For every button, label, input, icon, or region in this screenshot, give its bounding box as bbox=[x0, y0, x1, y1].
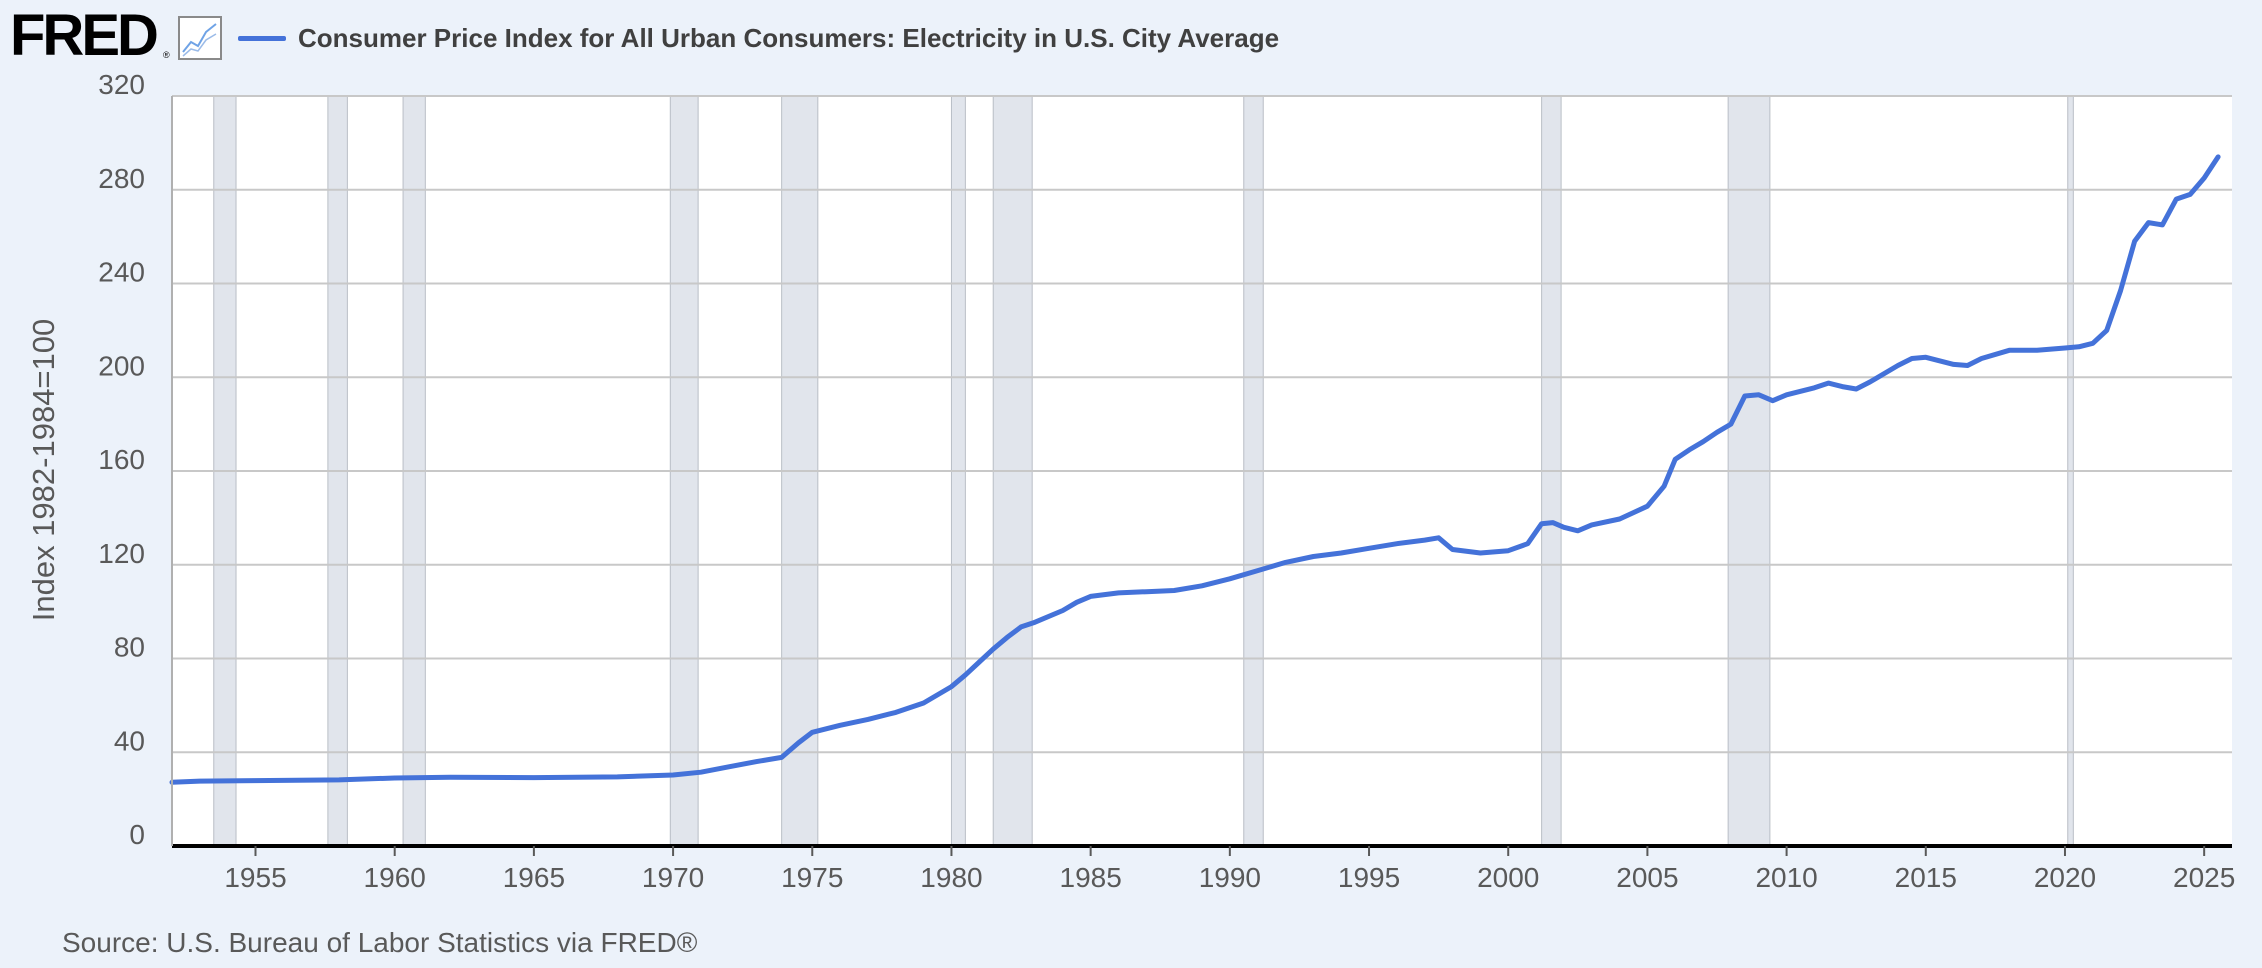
y-tick-label: 120 bbox=[98, 538, 145, 569]
x-tick-label: 1955 bbox=[224, 862, 286, 893]
fred-logo-registered-mark: ® bbox=[163, 50, 170, 60]
legend-series-swatch bbox=[238, 36, 286, 41]
x-tick-label: 1995 bbox=[1338, 862, 1400, 893]
series-lines bbox=[169, 154, 2221, 785]
y-tick-label: 0 bbox=[129, 819, 145, 850]
x-tick-label: 2015 bbox=[1895, 862, 1957, 893]
x-tick-label: 1975 bbox=[781, 862, 843, 893]
x-tick-label: 1990 bbox=[1199, 862, 1261, 893]
x-tick-label: 1970 bbox=[642, 862, 704, 893]
x-tick-label: 2005 bbox=[1616, 862, 1678, 893]
grid-lines bbox=[172, 95, 2232, 754]
x-tick-label: 2020 bbox=[2034, 862, 2096, 893]
x-tick-label: 2000 bbox=[1477, 862, 1539, 893]
y-tick-label: 280 bbox=[98, 163, 145, 194]
x-tick-label: 1960 bbox=[364, 862, 426, 893]
x-tick-label: 2010 bbox=[1755, 862, 1817, 893]
line-chart-icon[interactable] bbox=[178, 16, 222, 60]
y-tick-label: 80 bbox=[114, 632, 145, 663]
y-tick-label: 160 bbox=[98, 444, 145, 475]
y-tick-label: 320 bbox=[98, 69, 145, 100]
y-tick-label: 200 bbox=[98, 350, 145, 381]
x-tick-label: 1980 bbox=[920, 862, 982, 893]
series-line[interactable] bbox=[169, 154, 2221, 785]
y-tick-label: 40 bbox=[114, 725, 145, 756]
axes bbox=[171, 96, 2232, 848]
fred-logo[interactable]: FRED bbox=[10, 3, 159, 68]
x-tick-label: 1985 bbox=[1060, 862, 1122, 893]
source-note: Source: U.S. Bureau of Labor Statistics … bbox=[62, 927, 698, 958]
y-tick-label: 240 bbox=[98, 257, 145, 288]
chart-title: Consumer Price Index for All Urban Consu… bbox=[298, 23, 1280, 53]
x-tick-label: 2025 bbox=[2173, 862, 2235, 893]
x-tick-labels: 1955 1960 1965 1970 1975 1980 1985 1990 1995 2000… bbox=[224, 846, 2235, 893]
x-tick-label: 1965 bbox=[503, 862, 565, 893]
y-tick-labels: 0 40 80 120 160 200 240 280 320 bbox=[98, 69, 145, 850]
chart-header: FRED ® Consumer Price Index for All Urba… bbox=[0, 0, 2262, 80]
